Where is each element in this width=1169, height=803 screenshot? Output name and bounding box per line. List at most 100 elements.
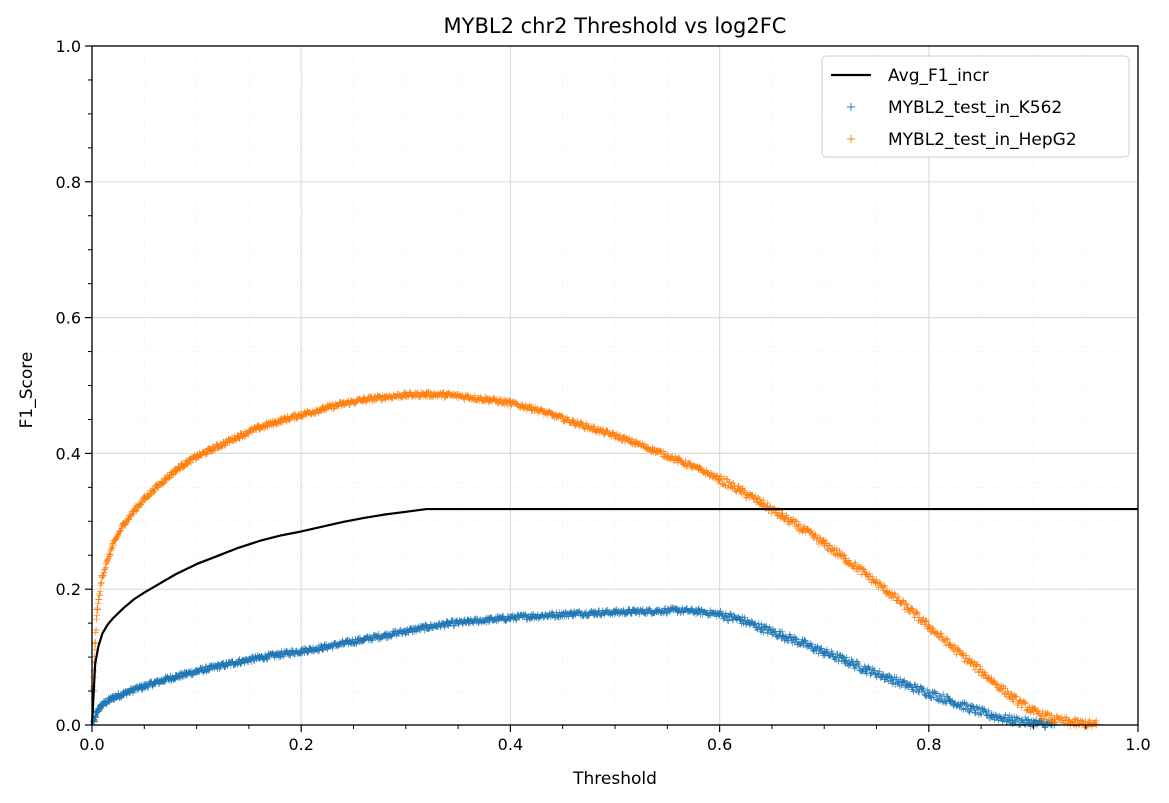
density-mark bbox=[160, 479, 167, 487]
density-mark bbox=[349, 636, 356, 643]
density-mark bbox=[985, 707, 992, 714]
density-mark bbox=[891, 590, 898, 597]
density-mark bbox=[959, 650, 967, 657]
density-mark bbox=[647, 448, 654, 455]
density-mark bbox=[1021, 721, 1028, 728]
density-mark bbox=[1025, 716, 1032, 723]
density-mark bbox=[999, 715, 1007, 723]
density-mark bbox=[387, 633, 395, 640]
density-mark bbox=[963, 652, 970, 659]
density-mark bbox=[958, 704, 965, 712]
density-mark bbox=[129, 689, 137, 696]
density-mark bbox=[96, 706, 103, 713]
density-mark bbox=[1092, 717, 1100, 725]
density-mark bbox=[104, 558, 112, 565]
density-mark bbox=[615, 436, 622, 443]
density-mark bbox=[156, 679, 163, 687]
density-mark bbox=[808, 641, 815, 648]
density-mark bbox=[1058, 713, 1065, 721]
density-mark bbox=[1021, 698, 1028, 706]
density-mark bbox=[849, 657, 857, 665]
density-mark bbox=[107, 551, 114, 559]
density-mark bbox=[892, 591, 899, 599]
density-mark bbox=[480, 617, 488, 625]
density-mark bbox=[1010, 698, 1017, 705]
density-mark bbox=[938, 633, 946, 640]
density-mark bbox=[499, 612, 506, 620]
density-mark bbox=[316, 647, 323, 654]
density-mark bbox=[826, 542, 833, 549]
density-mark bbox=[893, 674, 900, 681]
density-mark bbox=[914, 610, 921, 618]
density-mark bbox=[521, 612, 529, 619]
density-mark bbox=[964, 657, 972, 664]
series-MYBL2_test_in_K562 bbox=[90, 604, 1059, 731]
density-mark bbox=[895, 593, 902, 601]
density-mark bbox=[910, 688, 917, 695]
density-mark bbox=[406, 389, 414, 396]
density-mark bbox=[923, 618, 930, 625]
density-mark bbox=[687, 461, 695, 468]
density-mark bbox=[451, 621, 458, 629]
density-mark bbox=[865, 663, 872, 670]
density-mark bbox=[210, 447, 218, 454]
density-mark bbox=[600, 431, 608, 438]
density-mark bbox=[799, 524, 807, 532]
x-tick-label: 0.4 bbox=[498, 735, 523, 754]
density-mark bbox=[806, 640, 814, 647]
density-mark bbox=[97, 581, 104, 589]
density-mark bbox=[901, 677, 908, 684]
x-tick-label: 1.0 bbox=[1125, 735, 1150, 754]
density-mark bbox=[1034, 707, 1042, 714]
density-mark bbox=[92, 714, 100, 721]
density-mark bbox=[899, 679, 907, 686]
density-mark bbox=[939, 691, 947, 698]
density-mark bbox=[840, 655, 847, 662]
density-mark bbox=[811, 531, 819, 538]
density-mark bbox=[1088, 723, 1096, 730]
legend-swatch bbox=[847, 103, 855, 111]
density-mark bbox=[485, 618, 493, 626]
density-mark bbox=[888, 674, 895, 682]
density-mark bbox=[170, 471, 177, 478]
density-mark bbox=[572, 421, 579, 429]
density-mark bbox=[908, 605, 916, 612]
density-mark bbox=[971, 658, 978, 666]
density-mark bbox=[1086, 716, 1093, 724]
density-mark bbox=[815, 650, 822, 657]
density-mark bbox=[565, 613, 572, 620]
density-mark bbox=[715, 476, 722, 484]
density-mark bbox=[541, 408, 548, 415]
density-mark bbox=[557, 413, 565, 420]
density-mark bbox=[270, 422, 277, 429]
density-mark bbox=[966, 708, 973, 716]
density-mark bbox=[751, 621, 758, 628]
density-mark bbox=[628, 610, 636, 617]
density-mark bbox=[117, 527, 125, 534]
density-mark bbox=[263, 656, 271, 663]
density-mark bbox=[335, 403, 342, 410]
density-mark bbox=[730, 479, 737, 487]
density-mark bbox=[899, 598, 906, 605]
density-mark bbox=[845, 557, 853, 564]
density-mark bbox=[642, 610, 649, 617]
density-mark bbox=[479, 397, 487, 405]
density-mark bbox=[795, 522, 802, 529]
x-axis-label: Threshold bbox=[572, 769, 657, 789]
density-mark bbox=[929, 625, 937, 632]
series-line-Avg_F1_incr bbox=[90, 507, 1138, 726]
density-mark bbox=[508, 402, 515, 409]
density-mark bbox=[799, 527, 806, 535]
density-mark bbox=[727, 610, 734, 617]
legend-swatch bbox=[847, 135, 855, 143]
density-mark bbox=[96, 590, 103, 598]
density-mark bbox=[98, 704, 105, 712]
density-mark bbox=[724, 616, 731, 624]
density-mark bbox=[976, 663, 984, 670]
density-mark bbox=[876, 668, 883, 675]
x-tick-label: 0.0 bbox=[79, 735, 104, 754]
density-mark bbox=[935, 697, 942, 704]
density-mark bbox=[114, 531, 122, 539]
density-mark bbox=[95, 708, 102, 715]
density-mark bbox=[871, 667, 878, 674]
